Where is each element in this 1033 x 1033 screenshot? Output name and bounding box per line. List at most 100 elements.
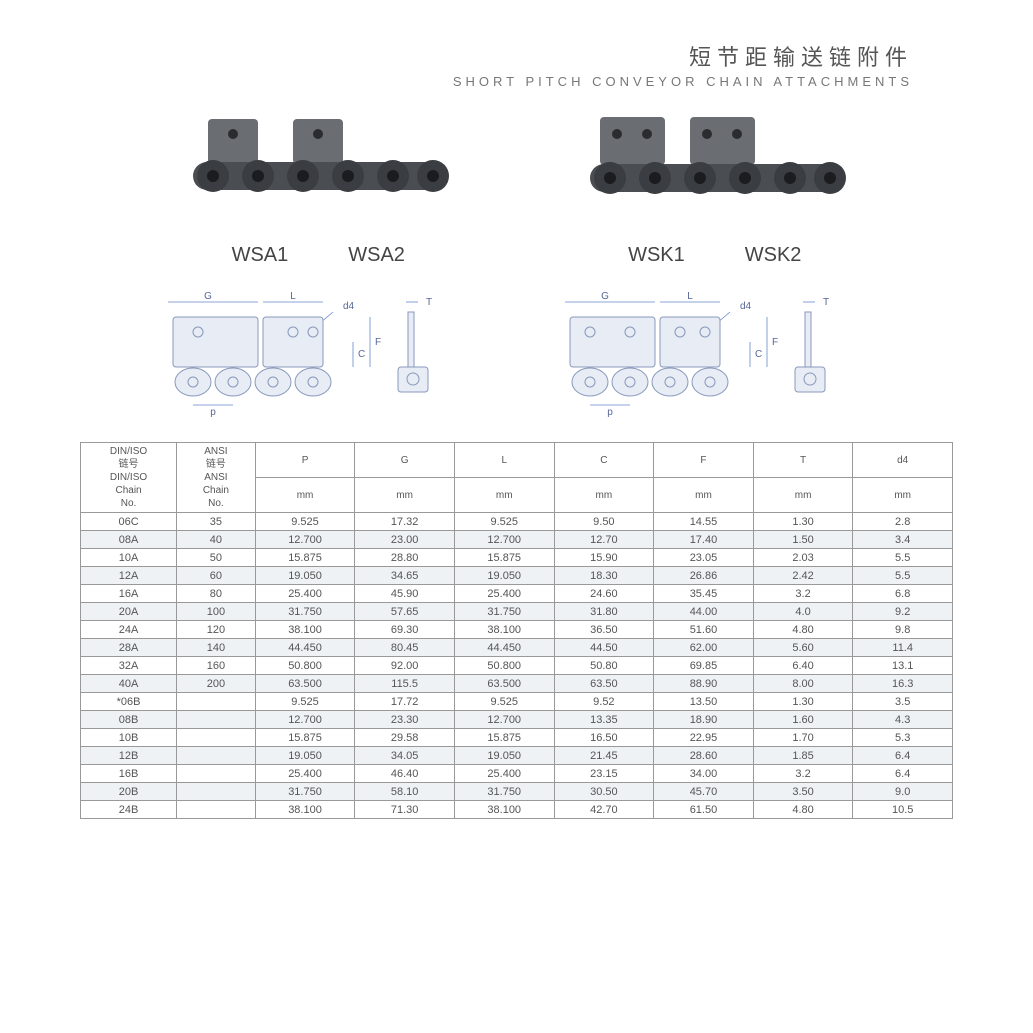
table-cell: 45.90 [355, 585, 455, 603]
product-photos-row: WSA1 WSA2 [120, 109, 913, 267]
svg-text:d4: d4 [740, 301, 752, 312]
table-cell: 6.4 [853, 765, 953, 783]
table-cell: 35.45 [654, 585, 754, 603]
labels-wsk: WSK1 WSK2 [628, 244, 801, 267]
table-cell: 88.90 [654, 675, 754, 693]
table-cell: 10.5 [853, 801, 953, 819]
table-cell: 63.500 [255, 675, 355, 693]
table-cell: 3.2 [753, 765, 853, 783]
table-cell: 2.8 [853, 513, 953, 531]
diagram-wsk: G L d4 p C F T [545, 287, 885, 417]
table-cell: 12.700 [454, 711, 554, 729]
table-cell: 12.700 [255, 711, 355, 729]
table-cell: 80.45 [355, 639, 455, 657]
table-cell: 50.80 [554, 657, 654, 675]
table-cell: 44.450 [255, 639, 355, 657]
table-cell: 6.40 [753, 657, 853, 675]
table-cell: 30.50 [554, 783, 654, 801]
th-p: P [255, 443, 355, 478]
svg-text:T: T [426, 297, 432, 308]
title-english: SHORT PITCH CONVEYOR CHAIN ATTACHMENTS [80, 74, 913, 89]
table-row: 08A4012.70023.0012.70012.7017.401.503.4 [81, 531, 953, 549]
table-cell: 35 [177, 513, 256, 531]
table-cell: 9.525 [454, 513, 554, 531]
table-cell: 17.72 [355, 693, 455, 711]
table-cell: 4.80 [753, 801, 853, 819]
unit-f: mm [654, 478, 754, 513]
table-cell: 160 [177, 657, 256, 675]
table-cell: 57.65 [355, 603, 455, 621]
table-cell: 9.52 [554, 693, 654, 711]
table-cell: 31.750 [454, 603, 554, 621]
table-cell: 4.80 [753, 621, 853, 639]
table-cell: 2.42 [753, 567, 853, 585]
table-row: 24B38.10071.3038.10042.7061.504.8010.5 [81, 801, 953, 819]
table-cell [177, 729, 256, 747]
spec-table: DIN/ISO 链号 DIN/ISO Chain No. ANSI 链号 ANS… [80, 442, 953, 819]
table-cell: 24B [81, 801, 177, 819]
diagram-wsa: G L d4 p C F T [148, 287, 488, 417]
label-wsa1: WSA1 [232, 244, 289, 267]
table-head: DIN/ISO 链号 DIN/ISO Chain No. ANSI 链号 ANS… [81, 443, 953, 513]
table-cell: 38.100 [454, 621, 554, 639]
table-cell: 20B [81, 783, 177, 801]
table-cell: 61.50 [654, 801, 754, 819]
table-cell: 22.95 [654, 729, 754, 747]
table-cell: 1.30 [753, 693, 853, 711]
table-cell: 9.525 [255, 513, 355, 531]
svg-text:T: T [823, 297, 829, 308]
labels-wsa: WSA1 WSA2 [232, 244, 405, 267]
table-cell: 12B [81, 747, 177, 765]
table-cell: 23.30 [355, 711, 455, 729]
table-row: 32A16050.80092.0050.80050.8069.856.4013.… [81, 657, 953, 675]
table-cell: 3.4 [853, 531, 953, 549]
svg-text:L: L [687, 291, 693, 302]
table-cell: 31.750 [454, 783, 554, 801]
table-cell: 34.65 [355, 567, 455, 585]
table-cell: 71.30 [355, 801, 455, 819]
table-cell: 44.50 [554, 639, 654, 657]
svg-text:d4: d4 [343, 301, 355, 312]
table-cell [177, 711, 256, 729]
th-c: C [554, 443, 654, 478]
table-cell: 10A [81, 549, 177, 567]
table-cell: 34.05 [355, 747, 455, 765]
unit-d4: mm [853, 478, 953, 513]
table-cell: 1.85 [753, 747, 853, 765]
tech-diagrams-row: G L d4 p C F T G L [120, 287, 913, 417]
table-cell: 46.40 [355, 765, 455, 783]
table-cell [177, 693, 256, 711]
table-cell: 50.800 [255, 657, 355, 675]
table-cell: 28.60 [654, 747, 754, 765]
th-t: T [753, 443, 853, 478]
table-cell: 3.50 [753, 783, 853, 801]
table-row: 16A8025.40045.9025.40024.6035.453.26.8 [81, 585, 953, 603]
table-cell: 80 [177, 585, 256, 603]
table-cell: 9.0 [853, 783, 953, 801]
table-cell: 14.55 [654, 513, 754, 531]
table-cell: 1.50 [753, 531, 853, 549]
table-row: 08B12.70023.3012.70013.3518.901.604.3 [81, 711, 953, 729]
table-cell: 16A [81, 585, 177, 603]
table-cell: 36.50 [554, 621, 654, 639]
table-cell: 25.400 [454, 585, 554, 603]
svg-text:G: G [204, 291, 212, 302]
table-cell: 24A [81, 621, 177, 639]
svg-text:C: C [358, 349, 365, 360]
photo-group-wsa: WSA1 WSA2 [168, 109, 468, 267]
table-cell: 63.500 [454, 675, 554, 693]
photo-wsk [565, 109, 865, 229]
unit-t: mm [753, 478, 853, 513]
table-cell: 120 [177, 621, 256, 639]
table-cell: 60 [177, 567, 256, 585]
svg-text:G: G [601, 291, 609, 302]
table-cell: 26.86 [654, 567, 754, 585]
svg-text:p: p [607, 407, 613, 417]
table-cell: 15.875 [255, 549, 355, 567]
table-cell: 28.80 [355, 549, 455, 567]
table-cell: 100 [177, 603, 256, 621]
table-cell: 12.700 [454, 531, 554, 549]
table-cell: 42.70 [554, 801, 654, 819]
th-g: G [355, 443, 455, 478]
title-chinese: 短节距输送链附件 [80, 40, 913, 72]
